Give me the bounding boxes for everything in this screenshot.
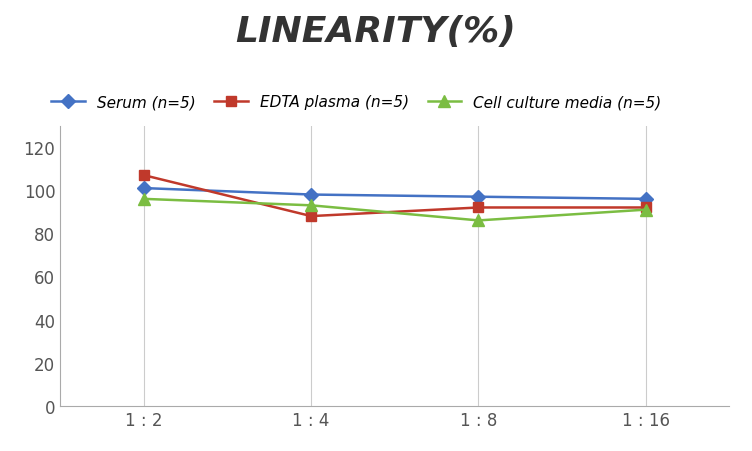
Text: LINEARITY(%): LINEARITY(%) xyxy=(235,14,517,49)
EDTA plasma (n=5) xyxy=(139,173,148,179)
Cell culture media (n=5) xyxy=(307,203,316,208)
Line: EDTA plasma (n=5): EDTA plasma (n=5) xyxy=(139,171,650,221)
Line: Serum (n=5): Serum (n=5) xyxy=(139,184,650,204)
EDTA plasma (n=5) xyxy=(307,214,316,219)
EDTA plasma (n=5) xyxy=(474,205,483,211)
Cell culture media (n=5) xyxy=(641,207,650,213)
Line: Cell culture media (n=5): Cell culture media (n=5) xyxy=(138,194,651,226)
Cell culture media (n=5) xyxy=(139,197,148,202)
Legend: Serum (n=5), EDTA plasma (n=5), Cell culture media (n=5): Serum (n=5), EDTA plasma (n=5), Cell cul… xyxy=(45,89,668,116)
Cell culture media (n=5) xyxy=(474,218,483,224)
EDTA plasma (n=5) xyxy=(641,205,650,211)
Serum (n=5) xyxy=(139,186,148,191)
Serum (n=5) xyxy=(474,194,483,200)
Serum (n=5) xyxy=(307,193,316,198)
Serum (n=5) xyxy=(641,197,650,202)
